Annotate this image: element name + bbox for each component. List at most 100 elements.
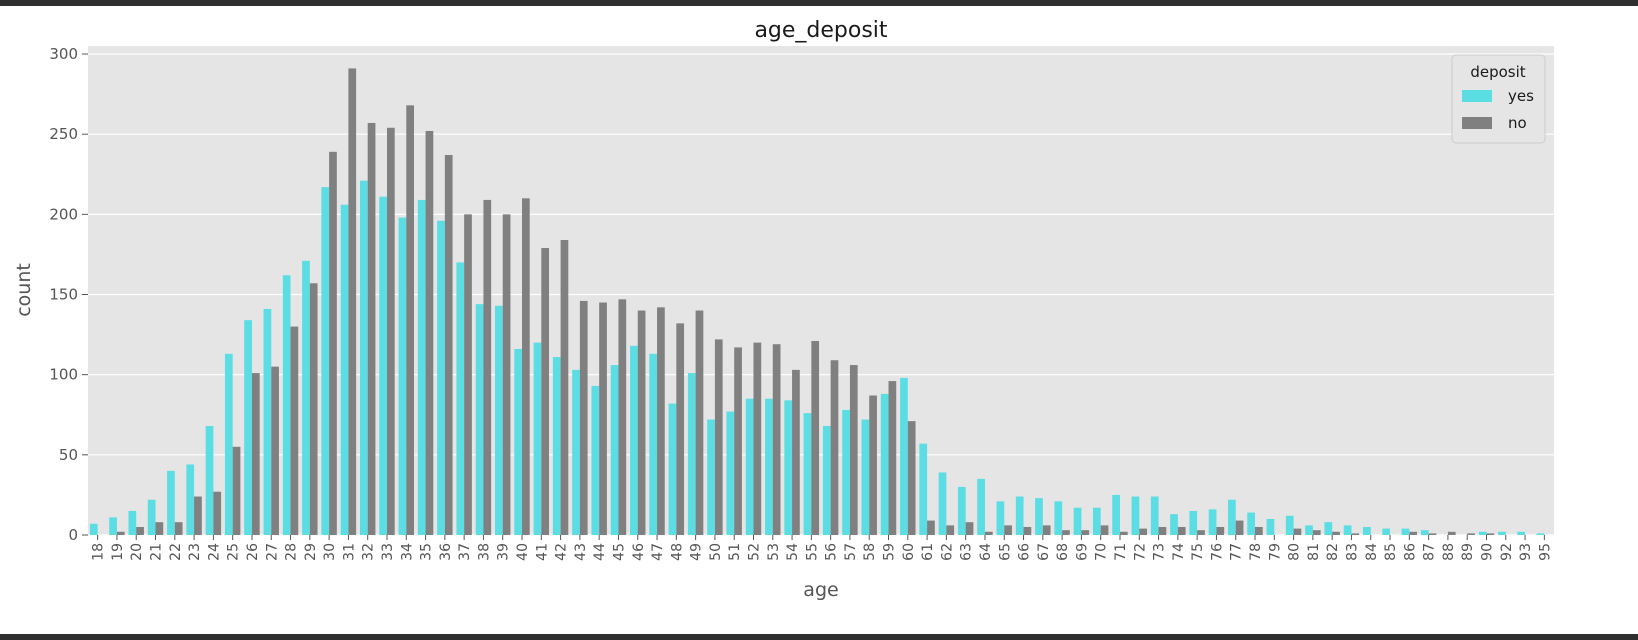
bar-no-74 (1177, 526, 1186, 535)
bar-no-39 (502, 214, 511, 535)
bar-yes-23 (186, 464, 195, 535)
bar-yes-36 (437, 220, 445, 535)
bar-yes-63 (957, 486, 966, 535)
bar-no-73 (1158, 526, 1167, 535)
bar-no-53 (772, 344, 781, 535)
x-tick-label: 68 (1055, 543, 1071, 561)
bar-no-42 (560, 239, 569, 536)
bar-yes-82 (1324, 522, 1333, 535)
bar-yes-69 (1073, 507, 1082, 535)
bar-no-49 (695, 310, 704, 535)
x-tick-label: 82 (1325, 543, 1341, 561)
bar-yes-46 (630, 345, 638, 535)
bar-no-70 (1100, 525, 1109, 535)
y-tick-label: 150 (49, 286, 78, 304)
bar-yes-20 (128, 510, 137, 535)
bar-no-21 (155, 522, 164, 535)
x-tick-label: 75 (1190, 543, 1206, 561)
bar-yes-65 (996, 501, 1005, 535)
x-tick-label: 76 (1209, 543, 1225, 561)
y-axis: 0 50 100 150 200 250 300 (49, 45, 88, 544)
bar-yes-44 (591, 385, 600, 535)
bar-yes-74 (1170, 514, 1178, 535)
bar-no-56 (830, 360, 839, 535)
bar-no-36 (444, 155, 453, 535)
x-tick-label: 30 (322, 543, 338, 561)
x-tick-label: 28 (284, 543, 300, 561)
bar-yes-34 (398, 217, 407, 535)
x-tick-label: 77 (1229, 543, 1245, 561)
bar-yes-22 (167, 470, 175, 535)
bar-yes-68 (1054, 501, 1063, 535)
chart-title: age_deposit (754, 18, 887, 43)
x-tick-label: 69 (1074, 543, 1090, 561)
x-tick-label: 51 (727, 543, 743, 561)
x-tick-label: 61 (920, 543, 936, 561)
bar-no-68 (1062, 530, 1070, 535)
bar-yes-33 (379, 196, 387, 535)
bar-yes-54 (784, 400, 793, 535)
bar-no-63 (965, 522, 974, 535)
bar-no-50 (714, 339, 723, 535)
y-axis-label: count (13, 263, 35, 317)
x-tick-label: 35 (419, 543, 435, 561)
bar-no-62 (946, 525, 955, 535)
bar-yes-60 (900, 377, 908, 535)
bar-yes-25 (224, 353, 233, 535)
bar-yes-64 (977, 478, 985, 535)
bar-no-69 (1081, 530, 1090, 535)
bar-no-87 (1428, 533, 1437, 535)
x-tick-label: 53 (766, 543, 782, 561)
bar-no-33 (386, 127, 395, 535)
x-tick-label: 87 (1422, 543, 1438, 561)
x-tick-label: 39 (496, 543, 512, 561)
bar-yes-19 (109, 517, 117, 535)
bar-yes-61 (919, 443, 928, 535)
legend: deposit yes no (1451, 54, 1546, 144)
window-frame-bottom (0, 634, 1638, 640)
bar-yes-77 (1228, 499, 1236, 535)
bar-no-67 (1042, 525, 1051, 535)
bar-no-24 (213, 491, 222, 535)
y-tick-label: 300 (49, 45, 78, 63)
x-tick-label: 21 (149, 543, 165, 561)
x-tick-label: 80 (1287, 543, 1303, 561)
x-tick-label: 32 (361, 543, 377, 561)
x-tick-label: 49 (689, 543, 705, 561)
x-tick-label: 25 (226, 543, 242, 561)
x-tick-label: 84 (1364, 543, 1380, 561)
bar-no-83 (1351, 533, 1360, 535)
bar-no-26 (251, 373, 260, 535)
bar-no-80 (1293, 528, 1302, 535)
bar-yes-47 (649, 353, 658, 535)
x-axis-label: age (803, 579, 838, 601)
bar-yes-30 (321, 187, 330, 535)
bar-yes-51 (726, 411, 735, 535)
x-tick-label: 18 (91, 543, 107, 561)
legend-swatch-no (1462, 117, 1492, 129)
y-tick-label: 50 (59, 446, 78, 464)
x-tick-label: 54 (785, 543, 801, 561)
bar-no-29 (309, 283, 318, 535)
bar-no-45 (618, 299, 627, 535)
bar-yes-45 (610, 365, 619, 535)
x-tick-label: 95 (1537, 543, 1553, 561)
x-tick-label: 89 (1460, 543, 1476, 561)
bar-no-37 (464, 214, 472, 535)
bar-yes-39 (495, 305, 503, 535)
y-tick-label: 0 (68, 526, 78, 544)
bar-no-75 (1197, 530, 1205, 535)
x-tick-label: 26 (245, 543, 261, 561)
bar-yes-48 (668, 403, 677, 535)
bar-yes-38 (475, 304, 484, 535)
bar-no-58 (869, 395, 877, 535)
x-tick-label: 78 (1248, 543, 1264, 561)
bar-no-30 (329, 151, 337, 535)
legend-swatch-yes (1462, 90, 1492, 102)
bar-no-86 (1409, 531, 1418, 535)
bar-no-19 (116, 531, 125, 535)
bar-yes-43 (572, 369, 580, 535)
bar-no-43 (579, 300, 588, 535)
x-tick-label: 23 (187, 543, 203, 561)
bar-no-23 (194, 496, 202, 535)
